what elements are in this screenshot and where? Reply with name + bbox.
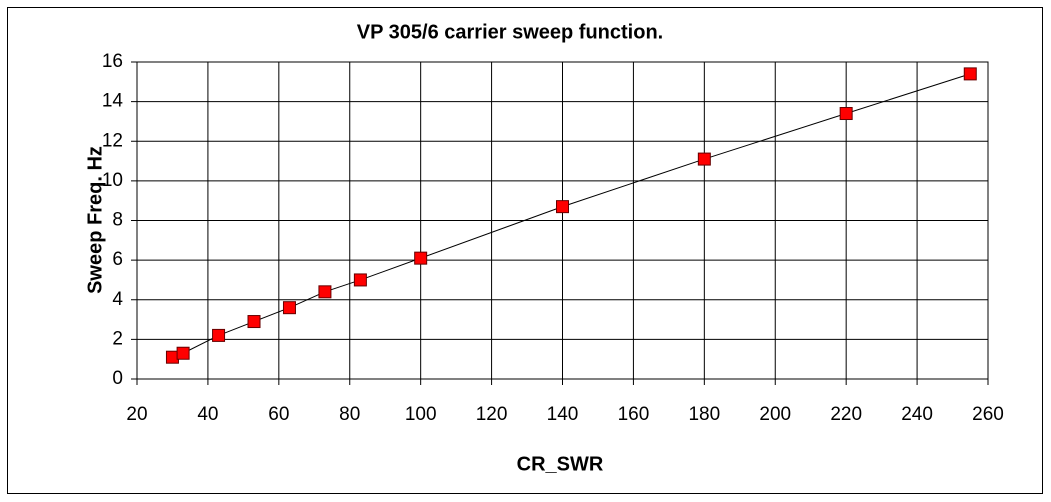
x-tick-label: 180	[688, 404, 720, 425]
x-tick-label: 60	[268, 404, 289, 425]
y-tick-label: 0	[112, 368, 123, 389]
x-tick-label: 100	[405, 404, 437, 425]
x-tick-label: 40	[197, 404, 218, 425]
y-tick-label: 10	[102, 170, 123, 191]
point	[176, 346, 190, 360]
x-tick-label: 120	[476, 404, 508, 425]
point	[247, 315, 261, 329]
y-tick-label: 2	[112, 328, 123, 349]
y-tick-label: 4	[112, 289, 123, 310]
point	[963, 67, 977, 81]
point	[697, 152, 711, 166]
x-axis-label: CR_SWR	[517, 453, 604, 475]
x-tick-label: 240	[901, 404, 933, 425]
point	[839, 107, 853, 121]
point	[318, 285, 332, 299]
point	[212, 328, 226, 342]
x-tick-label: 220	[830, 404, 862, 425]
x-tick-label: 260	[972, 404, 1004, 425]
x-tick-label: 20	[126, 404, 147, 425]
x-tick-label: 80	[339, 404, 360, 425]
y-tick-label: 12	[102, 130, 123, 151]
x-tick-label: 140	[547, 404, 579, 425]
point	[556, 200, 569, 214]
x-tick-label: 200	[759, 404, 791, 425]
plot-area	[136, 61, 989, 380]
y-tick-label: 8	[112, 210, 123, 231]
point	[414, 251, 428, 265]
point	[353, 273, 367, 287]
y-tick-label: 16	[102, 51, 123, 72]
chart-title: VP 305/6 carrier sweep function.	[357, 21, 663, 43]
y-tick-label: 6	[112, 249, 123, 270]
y-tick-label: 14	[102, 91, 124, 112]
y-axis-label: Sweep Freq. Hz	[84, 146, 106, 294]
x-tick-label: 160	[618, 404, 650, 425]
chart-border	[7, 7, 1043, 494]
point	[282, 301, 296, 315]
